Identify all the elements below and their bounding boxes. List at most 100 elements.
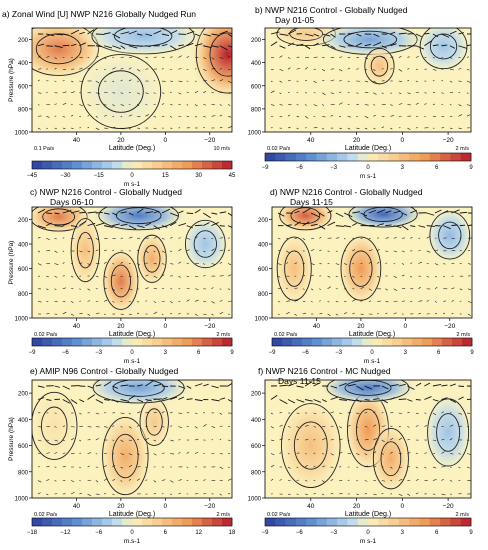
colorbar-tick-label: 30 [195, 173, 202, 179]
wind-vector [161, 237, 165, 240]
wind-vector [347, 32, 355, 35]
wind-vector [434, 275, 437, 278]
vector-ref-right: 2 m/s [457, 332, 471, 338]
wind-vector [170, 439, 174, 442]
colorbar-tick-label: −3 [335, 350, 343, 356]
wind-vector [310, 288, 314, 291]
wind-vector [104, 399, 110, 401]
contour-line [438, 221, 462, 250]
colorbar-segment [152, 161, 163, 169]
wind-vector [186, 42, 194, 47]
wind-vector [95, 453, 98, 455]
wind-vector [37, 43, 45, 47]
colorbar-segment [382, 338, 393, 346]
colorbar-segment [352, 338, 363, 346]
wind-vector [54, 263, 59, 265]
colorbar-tick-label: 3 [164, 350, 168, 356]
wind-vector [393, 225, 402, 228]
contour-line [112, 380, 165, 397]
wind-vector [466, 114, 471, 117]
wind-vector [373, 411, 376, 414]
wind-vector [219, 104, 222, 106]
colorbar-tick-label: 9 [469, 530, 473, 536]
wind-vector [136, 312, 140, 315]
colorbar-segment [92, 338, 103, 346]
wind-vector [153, 30, 162, 35]
wind-vector [360, 300, 363, 302]
wind-vector [178, 68, 182, 70]
wind-vector [381, 412, 384, 414]
wind-vector [426, 250, 431, 253]
colorbar-tick-label: −6 [302, 350, 310, 356]
wind-vector [313, 426, 317, 428]
wind-vector [203, 275, 206, 277]
wind-vector [120, 211, 127, 214]
wind-vector [194, 451, 199, 454]
wind-vector [294, 210, 300, 214]
wind-vector [153, 311, 158, 315]
wind-vector [407, 56, 410, 58]
wind-vector [335, 250, 338, 253]
colorbar-segment [419, 153, 431, 161]
wind-vector [426, 300, 430, 302]
wind-vector [407, 411, 410, 414]
wind-vector [37, 385, 45, 388]
wind-vector [104, 237, 108, 240]
contour-line [370, 55, 389, 77]
colorbar-segment [460, 153, 472, 161]
wind-vector [415, 479, 419, 481]
colorbar-segment [337, 153, 348, 161]
wind-vector [401, 263, 405, 265]
wind-vector [194, 426, 198, 429]
wind-vector [441, 33, 450, 38]
wind-vector [339, 493, 343, 495]
wind-vector [466, 412, 471, 414]
wind-vector [62, 237, 65, 239]
wind-vector [287, 57, 291, 59]
wind-vector [70, 480, 75, 483]
wind-vector [451, 312, 454, 315]
wind-vector [145, 250, 149, 254]
wind-vector [186, 56, 190, 58]
wind-vector [424, 103, 427, 105]
colorbar-segment [422, 338, 433, 346]
wind-vector [103, 313, 106, 316]
wind-vector [145, 300, 147, 302]
wind-vector [194, 68, 197, 70]
wind-vector [120, 115, 123, 118]
wind-vector [54, 275, 58, 278]
wind-vector [355, 385, 364, 391]
wind-vector [330, 33, 336, 38]
wind-vector [54, 452, 58, 454]
wind-vector [313, 412, 317, 415]
wind-vector [410, 225, 416, 227]
colorbar-units: m s-1 [360, 173, 377, 180]
wind-vector [87, 263, 91, 266]
wind-vector [227, 263, 232, 265]
wind-vector [270, 41, 278, 47]
wind-vector [178, 55, 182, 58]
colorbar-segment [347, 153, 358, 161]
wind-vector [432, 57, 435, 59]
wind-vector [153, 480, 157, 483]
wind-vector [443, 275, 446, 278]
wind-vector [287, 453, 290, 455]
wind-vector [161, 43, 168, 47]
wind-vector [37, 439, 42, 442]
wind-vector [153, 275, 158, 279]
wind-vector [466, 44, 471, 47]
wind-vector [364, 493, 367, 495]
wind-vector [203, 57, 207, 60]
wind-vector [37, 250, 41, 253]
wind-vector [46, 399, 52, 401]
wind-vector [279, 479, 282, 481]
wind-vector [270, 464, 275, 468]
wind-vector [46, 127, 48, 129]
wind-vector [279, 55, 283, 58]
colorbar-segment [222, 338, 233, 346]
wind-vector [432, 479, 437, 481]
wind-vector [37, 426, 42, 428]
wind-vector [112, 479, 116, 481]
wind-vector [46, 56, 50, 58]
wind-vector [211, 399, 220, 402]
